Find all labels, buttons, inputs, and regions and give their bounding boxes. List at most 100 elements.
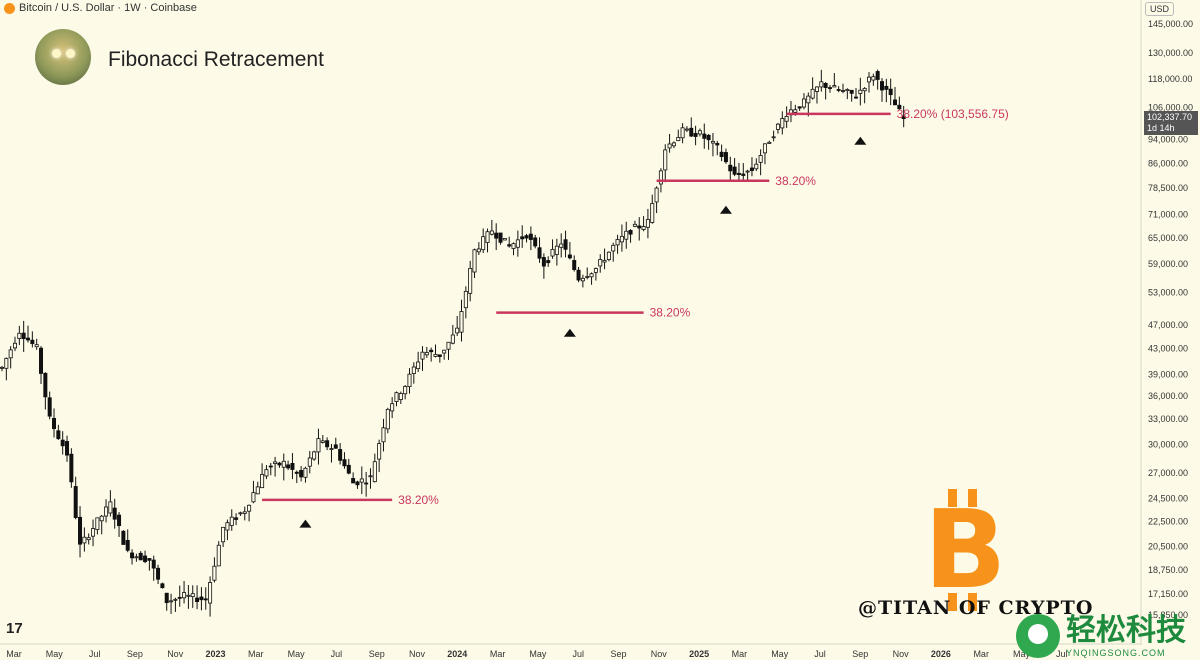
candle (767, 140, 772, 144)
candle (325, 437, 330, 451)
candle (329, 443, 334, 463)
candle (69, 448, 74, 488)
candle (502, 238, 507, 241)
watermark-cn: 轻松科技 (1066, 613, 1186, 648)
candle (481, 228, 486, 253)
candle (303, 466, 308, 483)
x-tick-label: May (288, 649, 306, 659)
candle (632, 220, 637, 228)
fib-levels: 38.20% 38.20% 38.20% 38.20% (103,556.75) (262, 107, 1009, 528)
candle (242, 506, 247, 521)
candle (199, 587, 204, 611)
x-tick-label: Mar (973, 649, 989, 659)
candle (801, 93, 806, 110)
candle (702, 123, 707, 149)
candle (814, 86, 819, 104)
x-tick-label: Nov (167, 649, 184, 659)
candle (775, 122, 780, 134)
candle (845, 88, 850, 100)
x-tick-label: Jul (1056, 649, 1068, 659)
y-tick-label: 17,150.00 (1148, 589, 1188, 599)
candle (728, 156, 733, 181)
y-tick-label: 30,000.00 (1148, 440, 1188, 450)
x-tick-label: Mar (490, 649, 506, 659)
x-tick-label: Mar (248, 649, 264, 659)
candle (585, 267, 590, 280)
y-tick-label: 27,000.00 (1148, 468, 1188, 478)
candle (277, 461, 282, 468)
candle (537, 237, 542, 263)
candle (476, 242, 481, 256)
candle (797, 106, 802, 111)
candle (164, 592, 169, 611)
candle (372, 453, 377, 483)
candle (598, 254, 603, 273)
candle (485, 228, 490, 253)
candle (73, 476, 78, 520)
candle (654, 186, 659, 214)
y-tick-label: 36,000.00 (1148, 391, 1188, 401)
candle (8, 346, 13, 369)
candle (762, 143, 767, 165)
candle (663, 144, 668, 183)
candle (732, 157, 737, 177)
x-tick-label: May (46, 649, 64, 659)
candle (112, 498, 117, 529)
candle (117, 512, 122, 537)
candle (810, 77, 815, 100)
candle (741, 163, 746, 180)
candle (39, 346, 44, 384)
candle (268, 462, 273, 476)
candle (546, 256, 551, 267)
candle (299, 466, 304, 482)
y-tick-label: 145,000.00 (1148, 19, 1193, 29)
candle (390, 397, 395, 419)
currency-selector[interactable]: USD (1145, 2, 1175, 16)
candle (628, 229, 633, 243)
y-tick-label: 106,000.00 (1148, 103, 1193, 113)
candle (203, 587, 208, 610)
candle (368, 468, 373, 489)
candle (82, 527, 87, 552)
candle (867, 72, 872, 93)
candle (342, 452, 347, 469)
candle (723, 148, 728, 164)
candle (671, 141, 676, 149)
candle (21, 320, 26, 352)
candle (511, 242, 516, 256)
x-tick-label: Sep (127, 649, 143, 659)
candle (160, 582, 165, 589)
candle (260, 463, 265, 489)
chart-header[interactable]: Bitcoin / U.S. Dollar · 1W · Coinbase (4, 2, 197, 14)
x-tick-label: Jul (814, 649, 826, 659)
tradingview-logo[interactable]: 17 (6, 620, 23, 637)
candle (498, 232, 503, 245)
candle (52, 408, 57, 438)
candle (190, 585, 195, 608)
candle (355, 480, 360, 489)
candle (108, 490, 113, 517)
candle (901, 105, 906, 128)
y-tick-label: 39,000.00 (1148, 370, 1188, 380)
candle (294, 470, 299, 484)
candle (147, 558, 152, 571)
candle (645, 208, 650, 239)
candle (624, 221, 629, 249)
candle (823, 82, 828, 100)
last-price-value: 102,337.70 (1147, 112, 1193, 122)
candle (593, 267, 598, 281)
candle (316, 428, 321, 465)
candle (853, 88, 858, 99)
candle (719, 144, 724, 162)
y-tick-label: 94,000.00 (1148, 135, 1188, 145)
candle (195, 585, 200, 610)
candle (667, 133, 672, 153)
candle (186, 585, 191, 609)
fib-label: 38.20% (103,556.75) (897, 107, 1009, 121)
candle (338, 443, 343, 465)
candle (346, 458, 351, 475)
candle (60, 431, 65, 455)
candle (533, 234, 538, 249)
candle (827, 84, 832, 93)
candle (697, 128, 702, 137)
